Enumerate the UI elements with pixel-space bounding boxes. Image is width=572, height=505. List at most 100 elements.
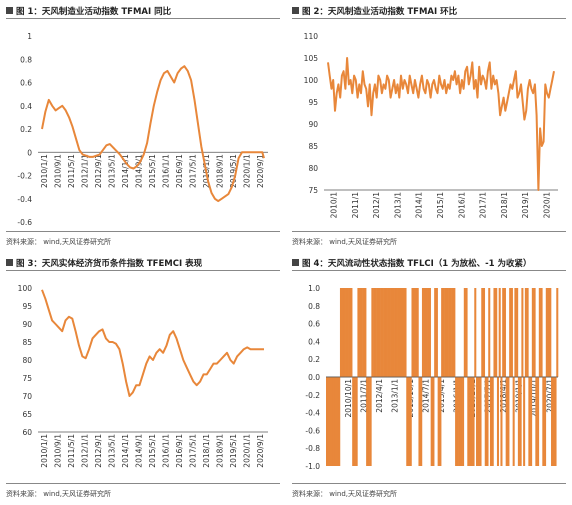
bar — [350, 288, 353, 377]
x-tick-label: 2015/4/1 — [437, 379, 446, 413]
y-tick-label: 0.4 — [308, 337, 320, 346]
bar — [544, 377, 547, 466]
bar — [491, 377, 494, 466]
bar — [531, 288, 534, 377]
x-tick-label: 2012/1/1 — [80, 154, 89, 188]
y-tick-label: 0.2 — [20, 125, 32, 134]
bar — [498, 288, 501, 377]
title-marker-icon — [292, 259, 299, 266]
bar — [519, 377, 522, 466]
chart-panel-2: 图 2：天风制造业活动指数 TFMAI 环比 75 80 85 90 95 100 105 1… — [286, 0, 572, 252]
y-tick-label: -0.4 — [305, 409, 320, 418]
x-tick-label: 2016/1/1 — [162, 434, 171, 468]
bar — [460, 377, 463, 466]
y-tick-label: 70 — [22, 392, 32, 401]
bar — [399, 288, 402, 377]
x-tick-label: 2012/1 — [372, 192, 381, 219]
x-tick-label: 2011/5/1 — [67, 154, 76, 188]
bar — [406, 377, 409, 466]
x-tick-label: 2015/1 — [436, 192, 445, 219]
bar — [456, 377, 459, 466]
bar — [362, 288, 365, 377]
bar — [367, 377, 370, 466]
y-tick-label: -0.4 — [17, 195, 32, 204]
y-tick-label: 85 — [308, 142, 318, 151]
bar — [331, 377, 334, 466]
x-tick-label: 2019/5/1 — [229, 154, 238, 188]
bar — [533, 288, 536, 377]
y-tick-label: 110 — [304, 32, 319, 41]
x-tick-label: 2012/9/1 — [94, 434, 103, 468]
bar — [381, 288, 384, 377]
y-tick-label: 80 — [22, 356, 32, 365]
bar — [521, 288, 524, 377]
bar — [449, 288, 452, 377]
bar — [373, 288, 376, 377]
series-line — [41, 289, 264, 397]
bar — [472, 377, 475, 466]
bar — [336, 377, 339, 466]
bar — [371, 288, 374, 377]
y-tick-label: 0 — [27, 148, 32, 157]
x-tick-label: 2019/5/1 — [229, 434, 238, 468]
x-tick-label: 2018/4/1 — [499, 379, 508, 413]
x-tick-label: 2014/9/1 — [134, 434, 143, 468]
chart-title: 图 1：天风制造业活动指数 TFMAI 同比 — [6, 5, 171, 17]
series-line — [41, 65, 265, 203]
x-tick-label: 2012/1/1 — [80, 434, 89, 468]
bar — [481, 288, 484, 377]
x-tick-label: 2014/1/1 — [121, 154, 130, 188]
x-tick-label: 2016/9/1 — [175, 434, 184, 468]
bar — [482, 288, 486, 377]
bar — [451, 288, 454, 377]
x-tick-label: 2011/5/1 — [67, 434, 76, 468]
bar — [486, 377, 489, 466]
bar — [369, 377, 372, 466]
bar — [414, 288, 417, 377]
x-tick-label: 2018/1/1 — [202, 434, 211, 468]
x-tick-label: 2012/9/1 — [94, 154, 103, 188]
y-tick-label: 75 — [308, 186, 318, 195]
x-tick-label: 2016/1 — [457, 192, 466, 219]
bar — [329, 377, 332, 466]
bar — [411, 288, 414, 377]
x-tick-label: 2020/1 — [542, 192, 551, 219]
y-tick-label: 65 — [22, 410, 32, 419]
bar — [516, 288, 519, 377]
bar — [390, 288, 393, 377]
bar — [383, 288, 386, 377]
bar — [423, 288, 426, 377]
bar — [341, 288, 344, 377]
bar — [444, 288, 447, 377]
y-tick-label: 0.8 — [20, 55, 32, 64]
bar — [334, 377, 337, 466]
y-tick-label: 80 — [308, 164, 318, 173]
bar — [470, 377, 473, 466]
bar — [538, 288, 541, 377]
y-tick-label: 60 — [22, 428, 32, 437]
bar — [388, 288, 391, 377]
bar — [435, 288, 438, 377]
x-tick-label: 2010/1 — [330, 192, 339, 219]
bar — [352, 377, 355, 466]
x-tick-label: 2017/1 — [479, 192, 488, 219]
y-tick-label: 90 — [22, 320, 32, 329]
bar — [407, 377, 411, 466]
bar — [479, 377, 482, 466]
bar — [437, 377, 440, 466]
y-tick-label: 0.6 — [20, 79, 32, 88]
bar — [514, 288, 517, 377]
x-tick-label: 2018/9/1 — [216, 434, 225, 468]
x-tick-label: 2016/9/1 — [175, 154, 184, 188]
x-tick-label: 2015/5/1 — [148, 154, 157, 188]
source-note: 资料来源： wind,天风证券研究所 — [6, 490, 111, 498]
y-tick-label: 90 — [308, 120, 318, 129]
y-tick-label: -0.6 — [17, 218, 32, 227]
bar — [418, 377, 421, 466]
bar — [507, 377, 510, 466]
bar — [338, 377, 341, 466]
bar — [339, 288, 342, 377]
bar — [528, 377, 531, 466]
bar — [488, 288, 491, 377]
chart-area-4: -1.0 -0.8 -0.6 -0.4 -0.2 0.0 0.2 0.4 0.6 0.8 1.0 20… — [305, 284, 559, 471]
